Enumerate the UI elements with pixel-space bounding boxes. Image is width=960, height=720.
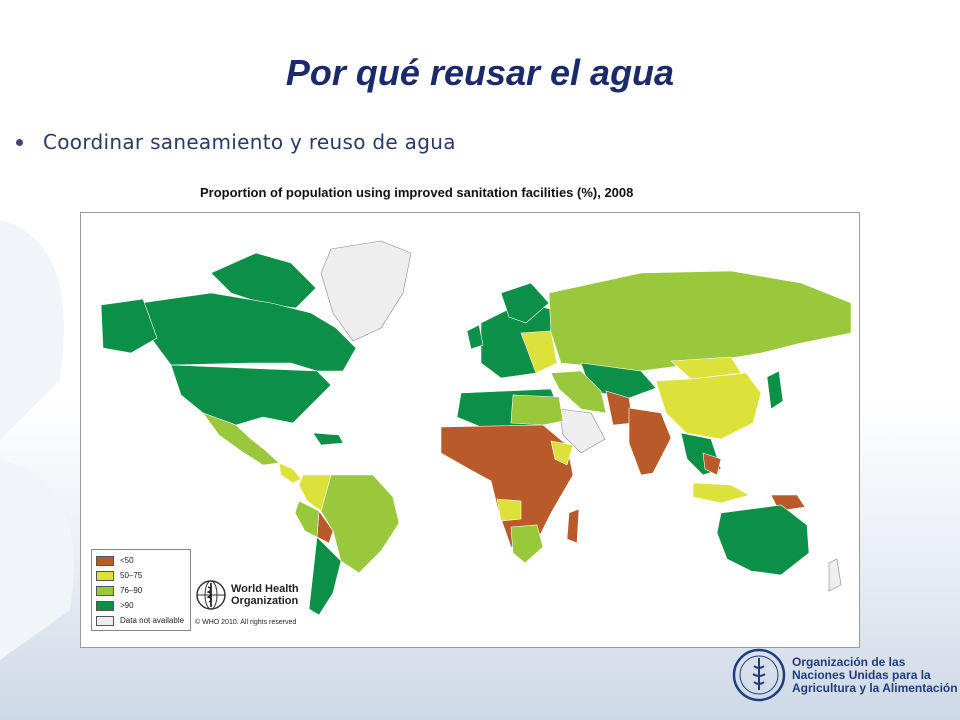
region-turkey-iran	[550, 370, 607, 414]
region-peru	[294, 500, 320, 538]
region-greenland	[320, 240, 412, 342]
region-central-america	[278, 462, 302, 484]
legend-label: 50–75	[120, 571, 143, 580]
region-china	[655, 372, 762, 440]
legend-item-no-data: Data not available	[96, 613, 186, 628]
legend-item-gt90: >90	[96, 598, 186, 613]
legend-label: Data not available	[120, 616, 185, 625]
legend-swatch	[96, 615, 114, 626]
region-indochina	[702, 452, 722, 476]
legend-label: >90	[120, 601, 134, 610]
region-angola-zone	[496, 498, 522, 522]
region-russia	[548, 270, 852, 372]
legend-item-50-75: 50–75	[96, 568, 186, 583]
slide-title: Por qué reusar el agua	[285, 52, 675, 93]
region-australia	[716, 504, 810, 576]
region-colombia-venezuela	[298, 474, 332, 512]
region-eastern-europe	[520, 330, 558, 374]
who-name: World Health Organization	[231, 583, 299, 607]
map-title: Proportion of population using improved …	[200, 185, 634, 200]
who-logo: World Health Organization	[195, 579, 299, 611]
region-argentina-chile	[308, 536, 342, 616]
legend-swatch	[96, 585, 114, 596]
fao-name: Organización de las Naciones Unidas para…	[792, 654, 958, 695]
bullet-dot	[16, 138, 23, 146]
legend-swatch	[96, 600, 114, 611]
fao-name-line3: Agricultura y la Alimentación	[792, 680, 958, 695]
fao-name-line1: Organización de las	[792, 654, 906, 669]
legend-item-76-90: 76–90	[96, 583, 186, 598]
background-decoration	[0, 220, 74, 660]
fao-logo: Organización de las Naciones Unidas para…	[732, 648, 958, 702]
world-map: <50 50–75 76–90 >90 Data not available W	[80, 212, 860, 648]
fao-name-line2: Naciones Unidas para la	[792, 667, 931, 682]
region-indonesia	[692, 482, 750, 504]
map-legend: <50 50–75 76–90 >90 Data not available	[91, 549, 191, 631]
bullet-item: Coordinar saneamiento y reuso de agua	[16, 130, 456, 154]
region-arctic-islands	[210, 252, 317, 309]
region-japan	[766, 370, 784, 410]
region-caribbean	[312, 432, 344, 446]
copyright-text: © WHO 2010. All rights reserved	[195, 619, 297, 626]
legend-label: <50	[120, 556, 134, 565]
legend-label: 76–90	[120, 586, 143, 595]
legend-swatch	[96, 570, 114, 581]
region-alaska	[100, 298, 158, 354]
region-brazil	[320, 474, 400, 574]
region-madagascar	[566, 508, 580, 544]
region-uk	[466, 324, 484, 350]
fao-emblem-icon	[732, 648, 786, 702]
region-new-zealand	[828, 558, 842, 592]
world-map-graphic	[100, 240, 852, 616]
legend-swatch	[96, 555, 114, 566]
bullet-text: Coordinar saneamiento y reuso de agua	[43, 130, 456, 154]
legend-item-lt50: <50	[96, 553, 186, 568]
region-usa	[170, 364, 332, 426]
region-canada	[140, 292, 357, 372]
region-horn-of-africa	[550, 440, 574, 466]
region-arabia	[558, 408, 606, 454]
who-emblem-icon	[196, 580, 226, 610]
region-scandinavia	[500, 282, 550, 324]
region-southern-africa	[510, 524, 544, 564]
region-mongolia	[670, 356, 742, 380]
who-name-line1: World Health	[231, 583, 299, 595]
region-india	[628, 407, 672, 476]
who-name-line2: Organization	[231, 595, 299, 607]
region-libya-egypt	[510, 394, 564, 426]
